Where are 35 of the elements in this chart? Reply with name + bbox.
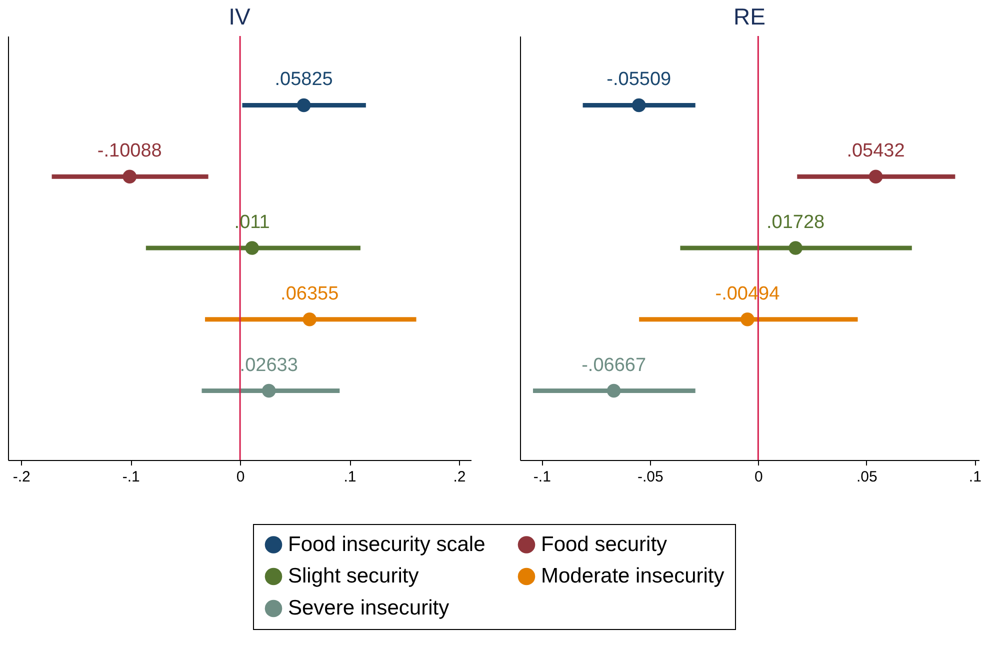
- x-tick-label: .1: [968, 468, 982, 486]
- data-label: -.05509: [606, 69, 672, 90]
- point: [262, 384, 276, 398]
- data-label: -.06667: [582, 354, 646, 376]
- data-label: .01728: [766, 212, 825, 233]
- x-tick-label: .2: [453, 468, 466, 486]
- data-label: .06355: [280, 283, 339, 304]
- chart-title: RE: [734, 3, 766, 30]
- x-tick-label: .1: [344, 468, 356, 486]
- legend-label: Food insecurity scale: [288, 532, 486, 556]
- point: [868, 170, 883, 184]
- point: [788, 241, 802, 255]
- point: [606, 384, 621, 398]
- x-tick-label: -.2: [12, 468, 30, 486]
- data-label: .05432: [846, 140, 905, 162]
- point: [122, 170, 137, 184]
- x-tick-label: -.1: [533, 468, 551, 486]
- data-label: -.10088: [97, 140, 162, 162]
- legend-label: Slight security: [288, 564, 420, 588]
- x-tick-label: 0: [236, 468, 245, 486]
- chart-title: IV: [228, 3, 252, 30]
- legend-label: Moderate insecurity: [541, 564, 725, 588]
- x-tick-label: -.05: [637, 468, 664, 486]
- point: [740, 312, 754, 326]
- point: [245, 241, 259, 255]
- data-label: .05825: [274, 69, 333, 90]
- legend-label: Food security: [541, 532, 668, 556]
- point: [302, 312, 316, 326]
- x-tick-label: .05: [856, 468, 878, 486]
- point: [632, 98, 646, 112]
- point: [296, 98, 311, 112]
- data-label: .02633: [240, 354, 298, 376]
- x-tick-label: -.1: [122, 468, 140, 486]
- legend-label: Severe insecurity: [288, 596, 450, 620]
- x-tick-label: 0: [754, 468, 763, 486]
